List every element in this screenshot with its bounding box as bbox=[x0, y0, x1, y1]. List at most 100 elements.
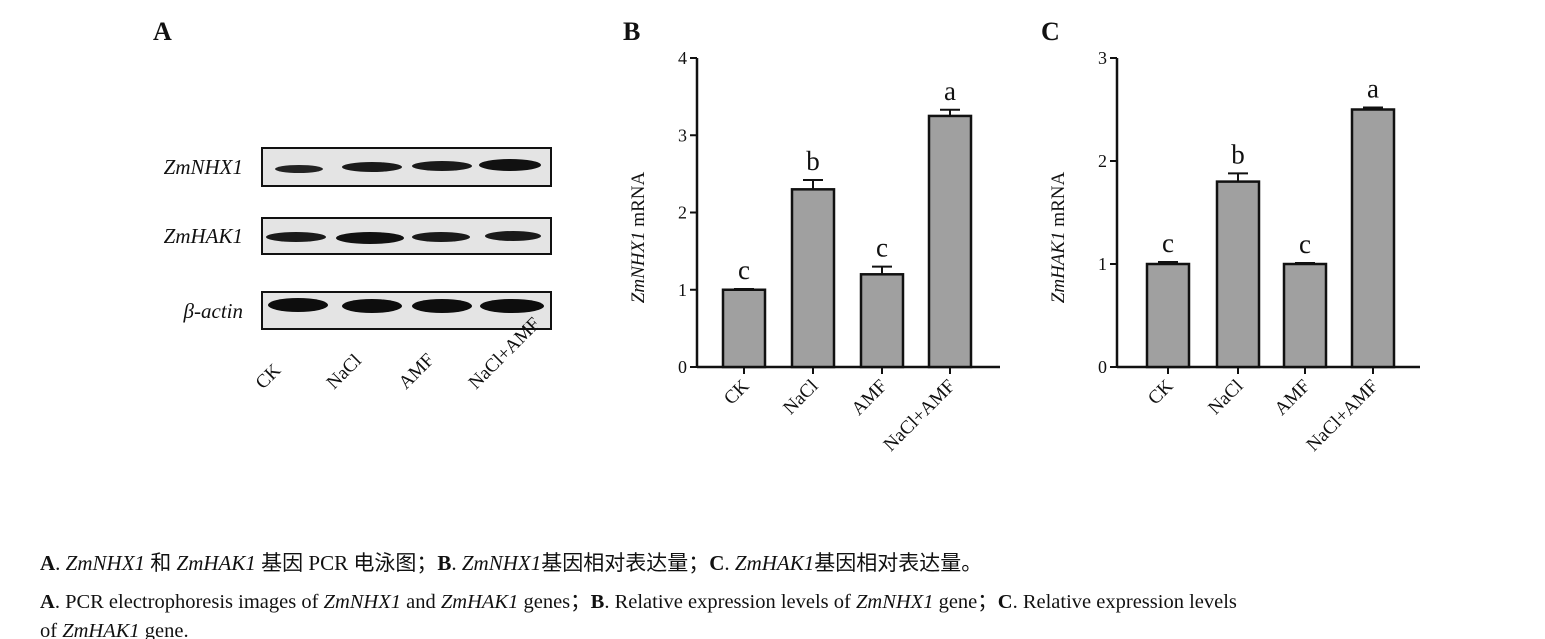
x-tick-label: NaCl bbox=[779, 376, 822, 419]
bar bbox=[927, 114, 973, 369]
significance-letter: c bbox=[1162, 228, 1174, 258]
x-tick-label: NaCl+AMF bbox=[880, 376, 960, 456]
caption-text: gene. bbox=[139, 620, 189, 639]
caption-text: . PCR electrophoresis images of bbox=[54, 591, 324, 613]
error-bar bbox=[872, 265, 892, 275]
band bbox=[412, 161, 472, 171]
band bbox=[479, 159, 541, 171]
caption-en: A. PCR electrophoresis images of ZmNHX1 … bbox=[40, 561, 1237, 614]
caption-text: B bbox=[590, 591, 605, 613]
significance-letter: c bbox=[1299, 229, 1311, 259]
caption-text: of bbox=[40, 620, 63, 639]
significance-letter: b bbox=[1231, 139, 1245, 169]
caption-en: of ZmHAK1 gene. bbox=[40, 597, 189, 639]
y-tick-label: 2 bbox=[1098, 151, 1107, 171]
y-tick-label: 3 bbox=[1098, 48, 1107, 68]
y-tick-label: 0 bbox=[1098, 357, 1107, 377]
caption-text: 和 bbox=[145, 551, 177, 575]
panel-label: A bbox=[153, 17, 172, 46]
error-bar bbox=[803, 179, 823, 190]
caption-text: ZmHAK1 bbox=[734, 551, 815, 575]
caption-text: and bbox=[401, 591, 441, 613]
gene-label: β-actin bbox=[183, 299, 243, 323]
caption-text: ZmNHX1 bbox=[323, 591, 402, 613]
band bbox=[342, 299, 402, 313]
lane-label: AMF bbox=[395, 350, 439, 394]
band bbox=[275, 165, 323, 173]
caption-text: A bbox=[40, 591, 55, 613]
caption-text: . bbox=[451, 551, 462, 575]
caption-text: ZmNHX1 bbox=[461, 551, 542, 575]
caption-text: C bbox=[709, 551, 725, 575]
error-bar bbox=[1228, 172, 1248, 182]
band bbox=[485, 231, 541, 241]
error-bar bbox=[1363, 106, 1383, 110]
y-axis-label: ZmHAK1 mRNA bbox=[1048, 172, 1069, 304]
band bbox=[412, 299, 472, 313]
gene-label: ZmHAK1 bbox=[164, 224, 243, 248]
caption-text: ZmHAK1 bbox=[176, 551, 256, 575]
y-tick-label: 2 bbox=[678, 203, 687, 223]
panel-label: B bbox=[623, 17, 640, 46]
significance-letter: a bbox=[944, 76, 956, 106]
significance-letter: b bbox=[806, 146, 820, 176]
caption-text: ZmHAK1 bbox=[440, 591, 519, 613]
bar bbox=[790, 188, 836, 369]
y-axis-label: ZmNHX1 mRNA bbox=[628, 172, 649, 304]
caption-text: 基因相对表达量； bbox=[541, 551, 710, 575]
x-tick-label: AMF bbox=[848, 376, 892, 420]
caption-text: . bbox=[724, 551, 735, 575]
x-tick-label: CK bbox=[1144, 375, 1178, 409]
error-bar bbox=[1295, 261, 1315, 264]
caption-text: B bbox=[437, 551, 452, 575]
x-tick-label: NaCl bbox=[1204, 376, 1247, 419]
significance-letter: c bbox=[738, 255, 750, 285]
error-bar bbox=[940, 108, 960, 116]
caption-text: 基因相对表达量。 bbox=[814, 551, 983, 575]
caption-text: ZmHAK1 bbox=[62, 620, 140, 639]
y-tick-label: 4 bbox=[678, 48, 687, 68]
y-axis-label-unit: mRNA bbox=[1048, 172, 1069, 227]
x-tick-label: CK bbox=[720, 375, 754, 409]
gene-label: ZmNHX1 bbox=[164, 155, 243, 179]
band bbox=[480, 299, 544, 313]
bar bbox=[1145, 262, 1191, 369]
band bbox=[342, 162, 402, 172]
caption-zh: A. ZmNHX1 和 ZmHAK1 基因 PCR 电泳图；B. ZmNHX1基… bbox=[40, 522, 982, 577]
band bbox=[268, 298, 328, 312]
caption-text: . Relative expression levels bbox=[1012, 591, 1237, 613]
y-tick-label: 0 bbox=[678, 357, 687, 377]
band bbox=[336, 232, 404, 244]
y-axis-label-unit: mRNA bbox=[628, 172, 649, 227]
caption-text: genes； bbox=[518, 591, 591, 613]
caption-text: . bbox=[55, 551, 66, 575]
caption-text: A bbox=[40, 551, 56, 575]
x-tick-label: NaCl+AMF bbox=[1303, 376, 1383, 456]
caption-text: 基因 PCR 电泳图； bbox=[255, 551, 438, 575]
band bbox=[266, 232, 326, 242]
bar bbox=[859, 273, 905, 369]
significance-letter: c bbox=[876, 233, 888, 263]
caption-text: ZmNHX1 bbox=[855, 591, 934, 613]
bar bbox=[1282, 262, 1328, 369]
significance-letter: a bbox=[1367, 73, 1379, 103]
x-tick-label: AMF bbox=[1271, 376, 1315, 420]
caption-text: ZmNHX1 bbox=[65, 551, 146, 575]
error-bar bbox=[1158, 260, 1178, 264]
caption-text: gene； bbox=[933, 591, 998, 613]
bar bbox=[721, 288, 767, 369]
y-axis-label-gene: ZmHAK1 bbox=[1048, 231, 1069, 303]
error-bar bbox=[734, 287, 754, 290]
y-tick-label: 3 bbox=[678, 125, 687, 145]
caption-text: . Relative expression levels of bbox=[604, 591, 856, 613]
caption-text: C bbox=[997, 591, 1013, 613]
bar bbox=[1215, 180, 1261, 369]
band bbox=[412, 232, 470, 242]
y-axis-label-gene: ZmNHX1 bbox=[628, 231, 649, 303]
y-tick-label: 1 bbox=[1098, 254, 1107, 274]
panel-label: C bbox=[1041, 17, 1060, 46]
gel bbox=[261, 147, 552, 330]
